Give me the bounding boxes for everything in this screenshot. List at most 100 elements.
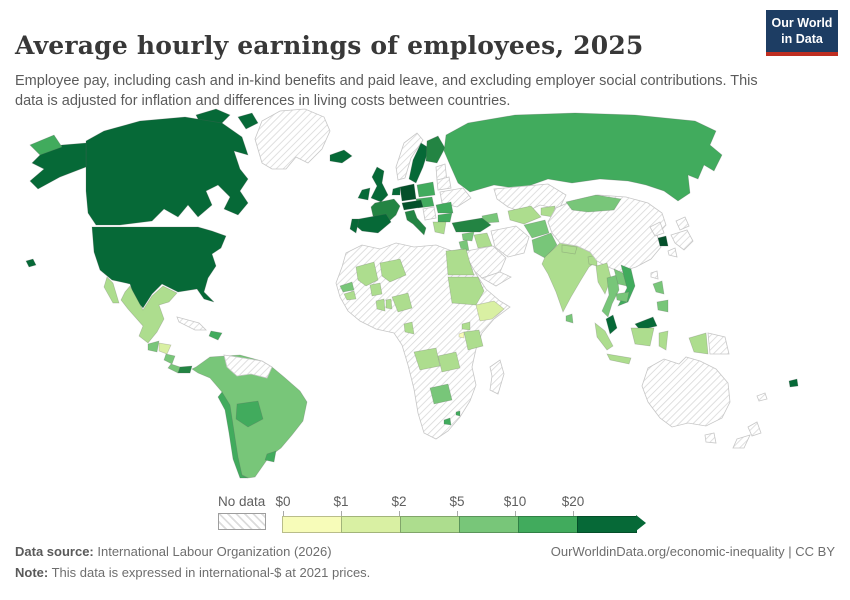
- country-uzbekistan-turkmenistan[interactable]: [507, 205, 542, 225]
- country-gabon-congo[interactable]: [403, 321, 415, 335]
- country-yemen-oman[interactable]: [481, 271, 512, 287]
- country-sudan[interactable]: [447, 276, 485, 306]
- country-mongolia[interactable]: [565, 194, 622, 213]
- country-indonesia-java[interactable]: [606, 353, 632, 365]
- country-philippines-luzon[interactable]: [652, 280, 665, 295]
- country-malaysia-peninsula[interactable]: [605, 314, 618, 335]
- country-norway[interactable]: [395, 132, 424, 181]
- country-south-korea[interactable]: [657, 235, 669, 247]
- legend-no-data-swatch[interactable]: [218, 513, 266, 530]
- owid-link[interactable]: OurWorldinData.org/economic-inequality |…: [550, 544, 835, 559]
- country-germany[interactable]: [399, 183, 417, 202]
- country-guatemala[interactable]: [147, 340, 160, 353]
- country-italy[interactable]: [404, 209, 427, 236]
- country-venezuela-guyanas[interactable]: [223, 354, 273, 379]
- country-senegal[interactable]: [339, 281, 355, 293]
- country-eswatini[interactable]: [455, 410, 461, 417]
- country-japan-honshu[interactable]: [670, 229, 694, 251]
- country-bolivia[interactable]: [235, 400, 264, 428]
- country-taiwan[interactable]: [650, 270, 659, 280]
- country-rwanda-burundi[interactable]: [458, 331, 465, 339]
- country-australia-tasmania[interactable]: [704, 432, 717, 444]
- country-madagascar[interactable]: [489, 359, 505, 395]
- country-cambodia[interactable]: [615, 291, 630, 303]
- country-usa-hawaii[interactable]: [25, 258, 37, 268]
- owid-logo[interactable]: Our World in Data: [766, 10, 838, 57]
- country-japan-kyushu[interactable]: [667, 247, 678, 258]
- country-ukraine[interactable]: [439, 187, 472, 208]
- country-finland[interactable]: [425, 135, 446, 164]
- country-benin-togo[interactable]: [385, 298, 393, 310]
- country-tanzania[interactable]: [463, 329, 484, 351]
- country-mexico[interactable]: [120, 285, 178, 344]
- country-lesotho[interactable]: [443, 417, 452, 426]
- country-russia-chukotka[interactable]: [29, 134, 63, 156]
- country-kazakhstan[interactable]: [493, 183, 567, 214]
- legend-bin-3[interactable]: [459, 516, 519, 533]
- country-united-states[interactable]: [91, 226, 227, 309]
- country-russia[interactable]: [443, 112, 723, 202]
- country-afghanistan[interactable]: [523, 219, 550, 239]
- country-chile[interactable]: [217, 391, 249, 479]
- country-zambia[interactable]: [437, 351, 461, 373]
- country-australia[interactable]: [641, 356, 731, 428]
- country-syria[interactable]: [461, 231, 475, 242]
- country-ireland[interactable]: [357, 187, 371, 201]
- country-cuba[interactable]: [176, 316, 207, 331]
- country-uganda[interactable]: [461, 321, 471, 331]
- country-panama[interactable]: [177, 365, 193, 374]
- country-greece[interactable]: [432, 221, 447, 235]
- country-niger[interactable]: [379, 258, 407, 283]
- country-sri-lanka[interactable]: [565, 313, 574, 324]
- country-belarus[interactable]: [436, 176, 452, 191]
- country-poland[interactable]: [416, 181, 436, 198]
- legend-bin-0[interactable]: [282, 516, 342, 533]
- country-new-caledonia[interactable]: [756, 392, 768, 402]
- country-angola[interactable]: [413, 347, 441, 371]
- country-united-kingdom[interactable]: [370, 166, 389, 203]
- country-ghana[interactable]: [375, 298, 386, 312]
- country-turkey[interactable]: [451, 217, 492, 233]
- country-nicaragua[interactable]: [163, 353, 176, 365]
- country-indonesia-papua[interactable]: [688, 332, 709, 355]
- country-iraq[interactable]: [473, 232, 493, 249]
- legend-bin-4[interactable]: [518, 516, 578, 533]
- country-iceland[interactable]: [329, 149, 353, 164]
- legend-bin-2[interactable]: [400, 516, 460, 533]
- country-new-zealand-north[interactable]: [747, 421, 762, 437]
- country-nepal[interactable]: [561, 244, 578, 255]
- country-philippines-mindanao[interactable]: [656, 299, 669, 313]
- country-canada-arctic-islands-2[interactable]: [237, 112, 259, 130]
- country-benelux[interactable]: [391, 186, 401, 196]
- country-botswana[interactable]: [429, 383, 453, 405]
- country-indonesia-borneo[interactable]: [630, 327, 655, 347]
- country-indonesia-sumatra[interactable]: [594, 322, 614, 351]
- country-canada[interactable]: [85, 116, 249, 226]
- country-honduras[interactable]: [158, 342, 172, 355]
- country-vietnam[interactable]: [617, 264, 636, 307]
- country-west-balkans[interactable]: [422, 206, 437, 221]
- country-sweden[interactable]: [408, 142, 430, 184]
- country-north-korea[interactable]: [649, 221, 665, 237]
- country-nigeria[interactable]: [391, 292, 413, 313]
- country-new-zealand-south[interactable]: [732, 434, 751, 449]
- country-china[interactable]: [547, 194, 667, 273]
- country-guinea[interactable]: [343, 290, 357, 301]
- country-ethiopia[interactable]: [475, 300, 505, 322]
- country-greenland[interactable]: [254, 108, 331, 170]
- country-spain[interactable]: [354, 213, 392, 234]
- legend-bin-1[interactable]: [341, 516, 401, 533]
- country-egypt[interactable]: [445, 248, 475, 276]
- country-portugal[interactable]: [349, 218, 360, 234]
- country-bulgaria[interactable]: [437, 212, 453, 223]
- country-switzerland-austria[interactable]: [401, 199, 424, 211]
- country-romania[interactable]: [435, 201, 454, 214]
- country-iran[interactable]: [490, 225, 530, 258]
- country-mali[interactable]: [355, 261, 379, 287]
- country-hispaniola[interactable]: [208, 330, 223, 341]
- country-papua-new-guinea[interactable]: [707, 332, 730, 355]
- country-uruguay[interactable]: [264, 450, 277, 463]
- country-japan-hokkaido[interactable]: [675, 216, 690, 231]
- country-fiji[interactable]: [788, 378, 799, 388]
- country-mexico-baja[interactable]: [103, 276, 120, 304]
